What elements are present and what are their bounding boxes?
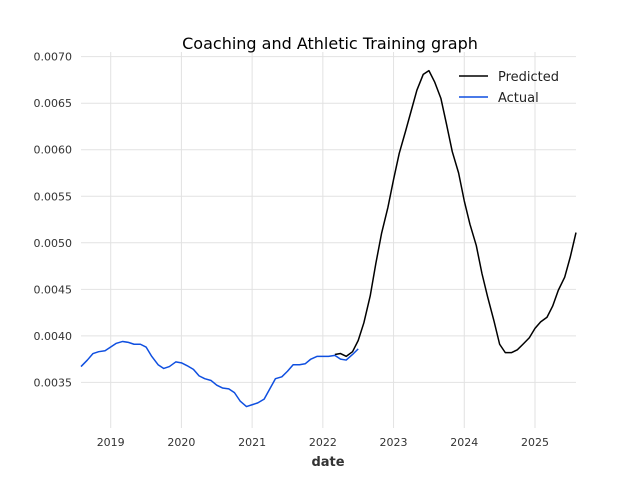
x-tick-label: 2025 bbox=[521, 436, 549, 449]
x-tick-label: 2022 bbox=[309, 436, 337, 449]
y-tick-label: 0.0045 bbox=[34, 283, 73, 296]
x-tick-label: 2021 bbox=[238, 436, 266, 449]
y-tick-label: 0.0055 bbox=[34, 190, 73, 203]
y-tick-label: 0.0070 bbox=[34, 51, 73, 64]
series-line-predicted bbox=[334, 69, 577, 358]
x-tick-label: 2024 bbox=[450, 436, 478, 449]
x-gridlines bbox=[110, 52, 536, 428]
legend-label-predicted: Predicted bbox=[498, 70, 559, 85]
x-tick-label: 2023 bbox=[380, 436, 408, 449]
series-line-actual bbox=[80, 340, 359, 408]
y-tick-label: 0.0035 bbox=[34, 376, 73, 389]
y-tick-label: 0.0050 bbox=[34, 237, 73, 250]
y-tick-labels: 0.0035 0.0040 0.0045 0.0050 0.0055 0.0060 0.00… bbox=[34, 51, 73, 390]
y-tick-label: 0.0060 bbox=[34, 144, 73, 157]
legend-label-actual: Actual bbox=[498, 91, 539, 106]
legend: Predicted Actual bbox=[459, 70, 559, 106]
y-tick-label: 0.0040 bbox=[34, 330, 73, 343]
y-gridlines bbox=[81, 56, 576, 383]
x-axis-label: date bbox=[311, 455, 344, 470]
y-tick-label: 0.0065 bbox=[34, 97, 73, 110]
chart-title: Coaching and Athletic Training graph bbox=[182, 34, 478, 53]
x-tick-label: 2019 bbox=[97, 436, 125, 449]
x-tick-label: 2020 bbox=[167, 436, 195, 449]
series-layer bbox=[80, 69, 577, 408]
x-tick-labels: 2019 2020 2021 2022 2023 2024 2025 bbox=[97, 436, 549, 449]
